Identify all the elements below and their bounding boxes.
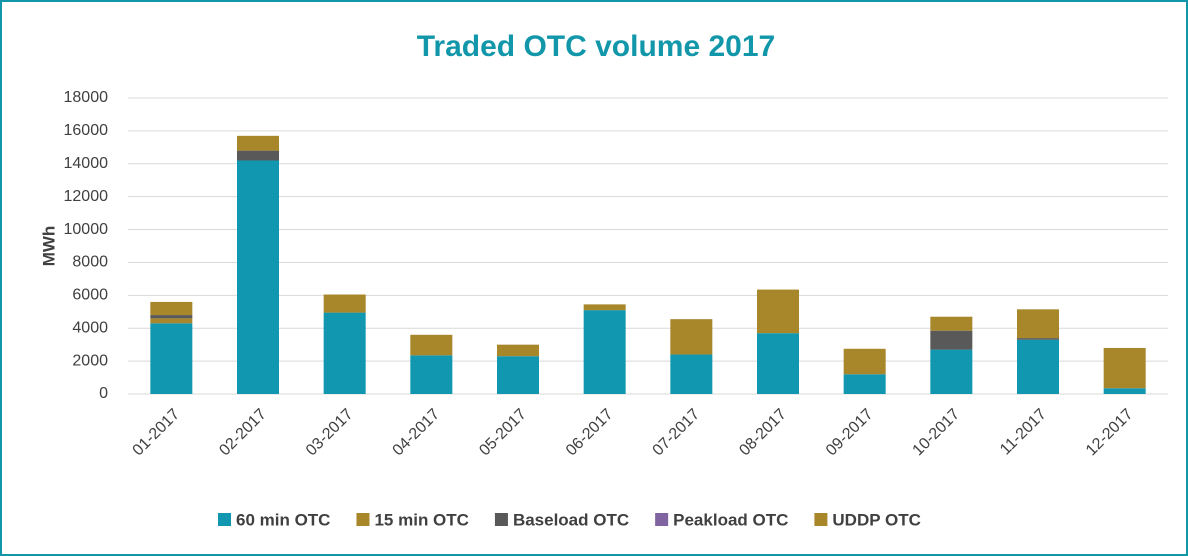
bar-segment xyxy=(583,310,626,394)
bar-segment xyxy=(583,304,626,311)
y-tick-label: 18000 xyxy=(64,89,109,106)
y-tick-label: 2000 xyxy=(72,352,108,369)
y-tick-label: 8000 xyxy=(72,254,108,271)
legend-label: 60 min OTC xyxy=(236,510,330,529)
y-tick-label: 14000 xyxy=(64,155,109,172)
y-tick-label: 12000 xyxy=(64,188,109,205)
legend-swatch xyxy=(655,513,669,526)
bar-segment xyxy=(930,330,973,350)
legend-swatch xyxy=(356,513,370,526)
y-tick-label: 10000 xyxy=(64,221,109,238)
y-axis-label: MWh xyxy=(39,226,58,267)
bar-segment xyxy=(843,348,886,375)
legend-label: UDDP OTC xyxy=(832,510,920,529)
bar-segment xyxy=(1017,309,1059,339)
y-tick-label: 6000 xyxy=(72,287,108,304)
bar-segment xyxy=(150,323,193,394)
bar-segment xyxy=(670,354,713,394)
bar-segment xyxy=(1103,347,1146,389)
bar-segment xyxy=(410,355,453,394)
bar-segment xyxy=(497,344,539,357)
bar-segment xyxy=(1017,339,1059,394)
bar-segment xyxy=(757,333,799,394)
legend-swatch xyxy=(218,513,231,526)
bar-segment xyxy=(1017,338,1059,340)
bar-segment xyxy=(237,160,279,394)
bar-segment xyxy=(930,349,973,394)
legend-swatch xyxy=(494,513,508,526)
y-tick-label: 16000 xyxy=(64,122,109,139)
legend-label: Baseload OTC xyxy=(513,510,629,529)
bar-segment xyxy=(930,316,973,331)
bar-segment xyxy=(323,312,366,394)
bar-segment xyxy=(323,294,366,313)
bar-segment xyxy=(150,318,193,324)
bar-segment xyxy=(410,334,453,356)
bar-segment xyxy=(843,374,886,394)
legend-label: Peakload OTC xyxy=(673,510,788,529)
bar-segment xyxy=(497,356,539,394)
bar-segment xyxy=(757,289,799,334)
bar-segment xyxy=(670,319,713,355)
bar-segment xyxy=(237,150,279,161)
bar-segment xyxy=(150,315,193,319)
bar-segment xyxy=(237,135,279,151)
chart-title: Traded OTC volume 2017 xyxy=(417,30,775,63)
y-tick-label: 4000 xyxy=(72,319,108,336)
bar-segment xyxy=(150,301,193,316)
legend-swatch xyxy=(814,513,828,526)
bar-segment xyxy=(1103,388,1146,394)
y-tick-label: 0 xyxy=(99,385,108,402)
legend-label: 15 min OTC xyxy=(374,510,468,529)
